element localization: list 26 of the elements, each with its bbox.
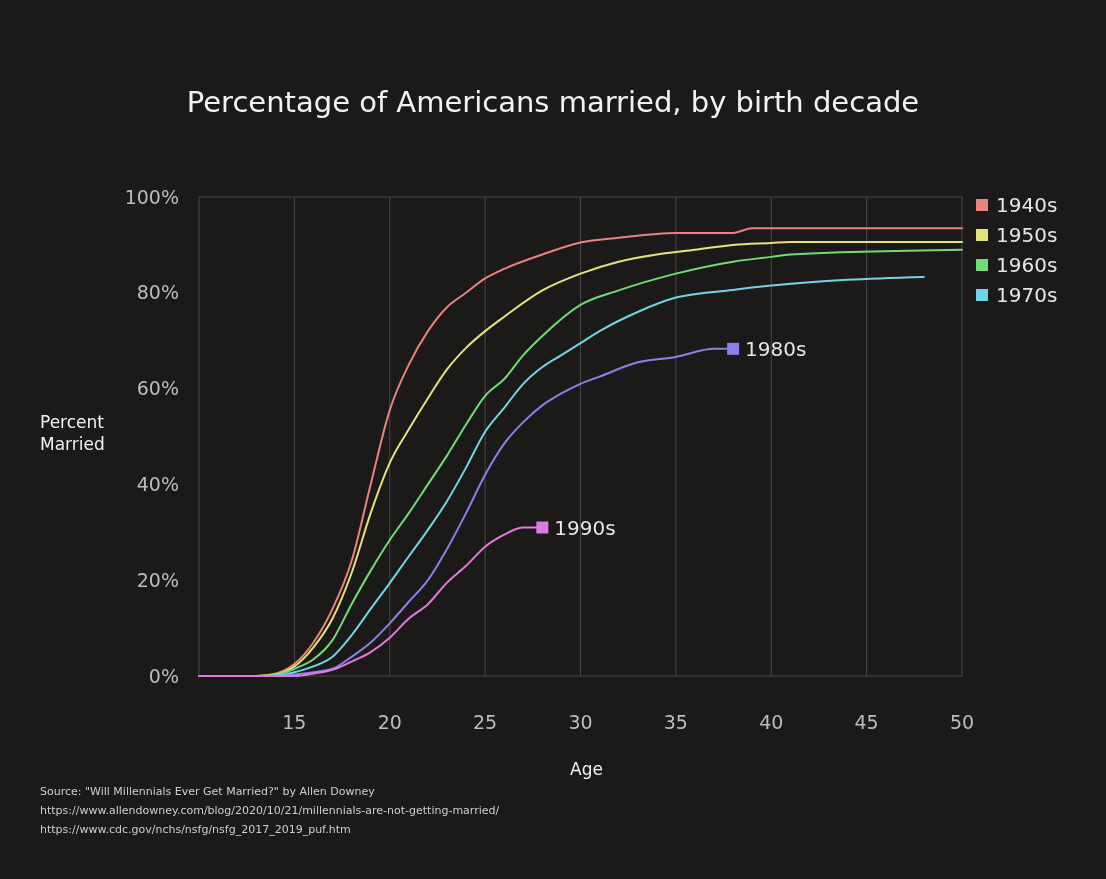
y-axis-title: Percent Married xyxy=(40,412,105,454)
x-tick-label: 40 xyxy=(759,711,784,733)
x-tick-label: 50 xyxy=(949,711,975,733)
text: https://www.allendowney.com/blog/2020/10/21/millennials-are-not-getting-married/ xyxy=(40,804,500,817)
x-tick-label: 45 xyxy=(854,711,879,733)
x-tick-label: 30 xyxy=(568,711,593,733)
y-tick-label: 0% xyxy=(148,664,179,687)
y-tick-label: 80% xyxy=(136,281,179,304)
x-tick-label: 35 xyxy=(663,711,688,733)
legend-label: 1950s xyxy=(996,223,1058,247)
annotation: 1990s xyxy=(554,515,616,540)
y-tick-label: 40% xyxy=(136,473,179,496)
legend-label: 1960s xyxy=(996,253,1058,277)
chart-title: Percentage of Americans married, by birth decade xyxy=(186,85,920,119)
y-tick-label: 100% xyxy=(124,185,179,208)
text: https://www.cdc.gov/nchs/nsfg/nsfg_2017_2019_puf.htm xyxy=(40,823,351,836)
annotation: 1980s xyxy=(745,336,807,361)
legend-label: 1940s xyxy=(996,193,1058,217)
x-tick-label: 25 xyxy=(473,711,498,733)
x-tick-label: 15 xyxy=(282,711,307,733)
x-tick-label: 20 xyxy=(377,711,402,733)
y-tick-label: 60% xyxy=(136,377,179,400)
source-note: Source: "Will Millennials Ever Get Married?" by Allen Downey xyxy=(40,785,376,798)
y-tick-label: 20% xyxy=(136,568,179,591)
legend-label: 1970s xyxy=(996,283,1058,307)
x-axis-title: Age xyxy=(570,759,603,779)
